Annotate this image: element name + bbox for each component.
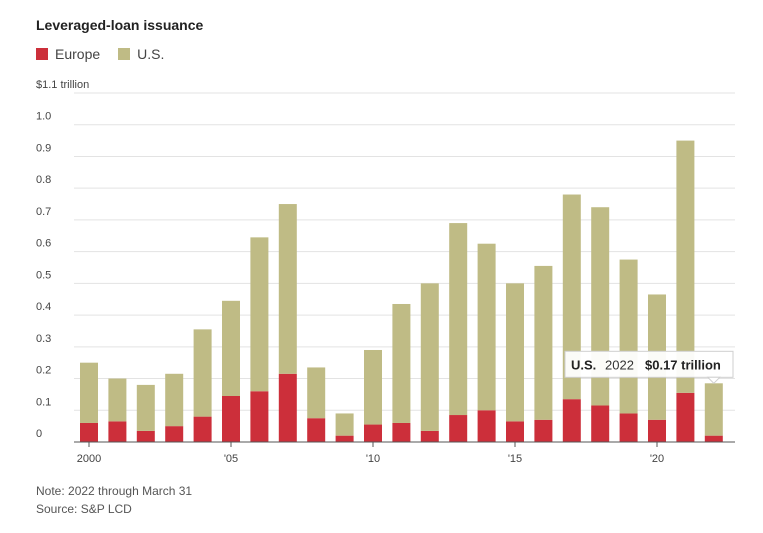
y-tick-label: 0.9	[36, 142, 51, 154]
bar-us	[250, 237, 269, 392]
bar-europe	[335, 435, 354, 442]
bar-europe	[506, 421, 524, 442]
bar-us	[562, 194, 581, 400]
chart-title: Leveraged-loan issuance	[36, 17, 204, 33]
y-tick-label: 0.4	[36, 301, 51, 313]
legend: Europe U.S.	[36, 46, 182, 62]
legend-swatch-us	[118, 48, 131, 60]
x-tick-label: '05	[224, 453, 238, 465]
bar-europe	[477, 410, 496, 442]
y-tick-label: 0.5	[36, 269, 51, 281]
legend-item-europe: Europe	[36, 46, 100, 62]
bar-europe	[648, 419, 666, 442]
y-tick-label: 1.0	[36, 111, 51, 123]
y-tick-label: 0.3	[36, 333, 51, 345]
bar-europe	[250, 391, 269, 442]
bar-us	[477, 243, 496, 411]
bar-us	[420, 283, 439, 431]
x-tick-label: '15	[508, 453, 522, 465]
bar-us	[449, 223, 468, 416]
y-tick-label: 0.1	[36, 396, 51, 408]
bar-us	[278, 204, 297, 374]
bar-us	[534, 265, 553, 420]
annotation-series-label: U.S.	[571, 357, 596, 372]
bar-europe	[534, 419, 553, 442]
y-tick-label: $1.1 trillion	[36, 79, 89, 91]
bar-europe	[591, 405, 610, 442]
x-tick-label: '10	[366, 453, 380, 465]
bar-europe	[307, 418, 326, 442]
bar-europe	[364, 424, 382, 442]
y-tick-label: 0	[36, 428, 42, 440]
bar-europe	[165, 426, 184, 442]
bar-europe	[619, 413, 638, 442]
bar-us	[108, 378, 127, 422]
bar-us	[619, 259, 638, 414]
bar-europe	[704, 435, 723, 442]
bar-europe	[278, 373, 297, 442]
bar-us	[392, 303, 411, 423]
bar-europe	[676, 392, 695, 442]
bar-europe	[222, 395, 240, 442]
bar-europe	[562, 399, 581, 442]
bar-europe	[80, 422, 98, 442]
annotation-value-label: $0.17 trillion	[645, 357, 721, 372]
source-text: Source: S&P LCD	[36, 502, 132, 516]
bar-europe	[392, 422, 411, 442]
bar-us	[676, 140, 695, 393]
y-tick-label: 0.8	[36, 174, 51, 186]
bar-us	[80, 362, 98, 423]
y-tick-label: 0.2	[36, 365, 51, 377]
bar-europe	[193, 416, 212, 442]
annotation-box	[564, 350, 734, 378]
bar-us	[704, 383, 723, 436]
annotation-year-label: 2022	[605, 357, 634, 372]
y-tick-label: 0.6	[36, 238, 51, 250]
bar-us	[165, 373, 184, 427]
bar-us	[307, 367, 326, 419]
y-tick-label: 0.7	[36, 206, 51, 218]
bar-us	[193, 329, 212, 417]
legend-label-europe: Europe	[55, 46, 101, 62]
bar-us	[335, 413, 354, 436]
x-tick-label: 2000	[77, 453, 101, 465]
legend-swatch-europe	[36, 48, 48, 60]
bar-us	[222, 300, 240, 396]
note-text: Note: 2022 through March 31	[36, 484, 193, 498]
bar-us	[364, 349, 382, 425]
bar-europe	[108, 421, 127, 442]
legend-label-us: U.S.	[137, 46, 165, 62]
annotation-pointer	[706, 376, 722, 385]
bar-us	[136, 384, 155, 431]
bar-europe	[136, 430, 155, 442]
legend-item-us: U.S.	[118, 46, 164, 62]
bar-us	[506, 283, 524, 422]
bar-europe	[420, 430, 439, 442]
bar-europe	[449, 415, 468, 442]
x-tick-label: '20	[650, 453, 664, 465]
